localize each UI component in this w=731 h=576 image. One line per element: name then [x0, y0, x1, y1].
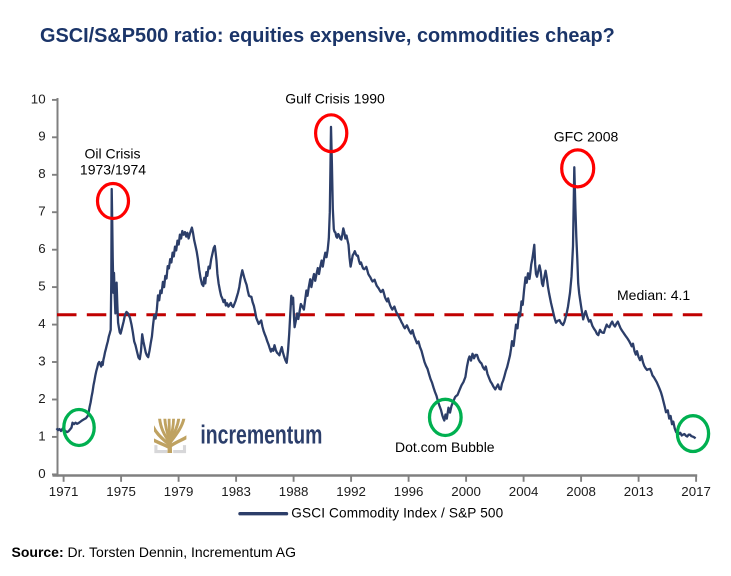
svg-text:2013: 2013 [624, 484, 654, 499]
svg-text:1: 1 [38, 428, 45, 443]
svg-text:6: 6 [38, 241, 45, 256]
svg-text:3: 3 [38, 353, 45, 368]
svg-text:1988: 1988 [279, 484, 309, 499]
svg-text:GSCI/S&P500 ratio: equities ex: GSCI/S&P500 ratio: equities expensive, c… [40, 25, 615, 47]
svg-text:1975: 1975 [106, 484, 136, 499]
svg-text:2004: 2004 [509, 484, 539, 499]
svg-text:9: 9 [38, 129, 45, 144]
svg-text:2: 2 [38, 391, 45, 406]
svg-text:1983: 1983 [221, 484, 251, 499]
svg-text:Median: 4.1: Median: 4.1 [617, 287, 690, 303]
svg-text:2017: 2017 [681, 484, 711, 499]
svg-text:10: 10 [31, 91, 46, 106]
svg-text:incrementum: incrementum [200, 422, 322, 450]
svg-text:0: 0 [38, 466, 45, 481]
svg-text:Source: Dr. Torsten Dennin, In: Source: Dr. Torsten Dennin, Incrementum … [12, 544, 297, 560]
svg-text:1992: 1992 [336, 484, 366, 499]
svg-text:7: 7 [38, 204, 45, 219]
svg-text:Oil Crisis: Oil Crisis [85, 146, 141, 162]
svg-text:5: 5 [38, 279, 45, 294]
svg-text:1996: 1996 [394, 484, 424, 499]
svg-text:4: 4 [38, 316, 45, 331]
svg-text:1971: 1971 [49, 484, 79, 499]
svg-text:Dot.com Bubble: Dot.com Bubble [395, 439, 495, 455]
svg-text:Gulf Crisis 1990: Gulf Crisis 1990 [285, 91, 385, 107]
svg-text:2008: 2008 [566, 484, 596, 499]
svg-text:GFC 2008: GFC 2008 [554, 129, 619, 145]
svg-text:1973/1974: 1973/1974 [80, 162, 146, 178]
svg-text:8: 8 [38, 166, 45, 181]
svg-text:1979: 1979 [164, 484, 194, 499]
svg-text:2000: 2000 [451, 484, 481, 499]
svg-text:GSCI Commodity Index / S&P 500: GSCI Commodity Index / S&P 500 [291, 506, 503, 521]
